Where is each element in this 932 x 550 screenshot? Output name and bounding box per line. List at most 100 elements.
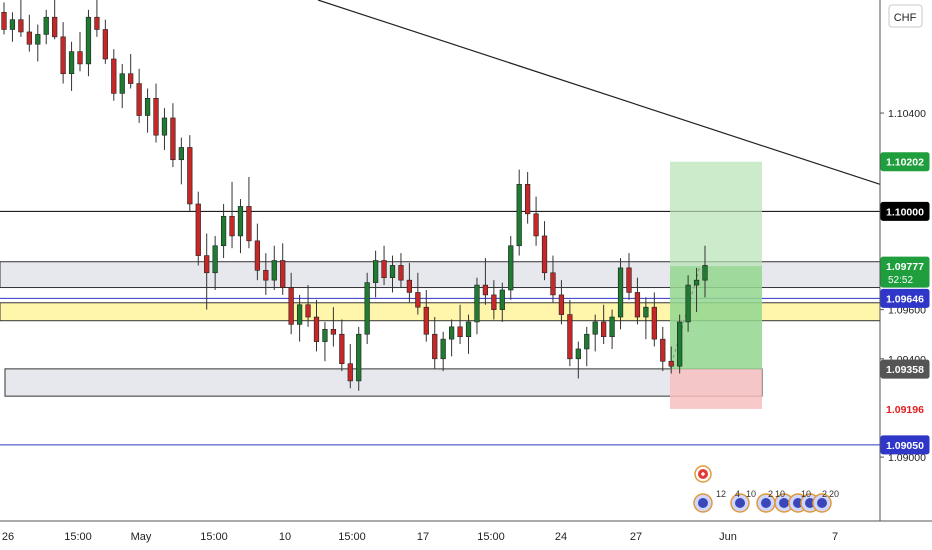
candle[interactable] bbox=[474, 277, 480, 335]
candle[interactable] bbox=[60, 22, 66, 84]
candle[interactable] bbox=[229, 181, 235, 249]
candle[interactable] bbox=[643, 297, 649, 340]
currency-box[interactable] bbox=[888, 4, 923, 28]
candle[interactable] bbox=[26, 14, 32, 52]
candle[interactable] bbox=[18, 0, 24, 37]
candle[interactable] bbox=[254, 223, 260, 281]
candle[interactable] bbox=[516, 169, 522, 256]
candle[interactable] bbox=[296, 294, 303, 342]
candle[interactable] bbox=[601, 304, 607, 345]
candle[interactable] bbox=[685, 275, 691, 332]
candle[interactable] bbox=[280, 243, 286, 295]
candle[interactable] bbox=[305, 285, 311, 327]
candle[interactable] bbox=[592, 314, 598, 352]
candle[interactable] bbox=[465, 314, 472, 354]
candle[interactable] bbox=[77, 31, 83, 72]
candle[interactable] bbox=[170, 103, 176, 168]
candle[interactable] bbox=[356, 326, 362, 391]
price-tag-blue-level-upper[interactable]: 1.09646 bbox=[880, 288, 930, 308]
candle[interactable] bbox=[35, 24, 41, 62]
candle[interactable] bbox=[128, 54, 134, 89]
candle[interactable] bbox=[313, 299, 320, 352]
candle[interactable] bbox=[246, 176, 252, 249]
candle[interactable] bbox=[364, 272, 370, 345]
candle[interactable] bbox=[52, 0, 58, 40]
candle[interactable] bbox=[178, 137, 184, 185]
candle[interactable] bbox=[68, 41, 75, 91]
candle[interactable] bbox=[626, 253, 632, 300]
candle[interactable] bbox=[212, 235, 218, 290]
candle[interactable] bbox=[153, 83, 159, 143]
price-tag-last-price[interactable]: 1.09777 52:52 bbox=[880, 256, 930, 288]
candle[interactable] bbox=[693, 267, 700, 313]
candle[interactable] bbox=[119, 63, 125, 109]
candle[interactable] bbox=[237, 199, 244, 254]
candle[interactable] bbox=[406, 262, 413, 303]
candle[interactable] bbox=[136, 68, 142, 123]
candle[interactable] bbox=[381, 245, 387, 286]
candle[interactable] bbox=[558, 280, 565, 325]
candle[interactable] bbox=[195, 191, 201, 266]
stop-zone[interactable] bbox=[670, 369, 762, 409]
candle[interactable] bbox=[457, 304, 463, 345]
candle[interactable] bbox=[440, 331, 446, 372]
candle[interactable] bbox=[322, 321, 328, 362]
candle[interactable] bbox=[651, 292, 657, 347]
candle[interactable] bbox=[567, 299, 573, 367]
time-axis[interactable] bbox=[0, 521, 880, 550]
event-flag[interactable] bbox=[693, 493, 713, 513]
candle[interactable] bbox=[220, 203, 227, 259]
event-flag[interactable] bbox=[774, 493, 794, 513]
candle[interactable] bbox=[491, 280, 497, 320]
price-tag-stop-loss[interactable]: 1.09196 bbox=[880, 399, 930, 419]
candle[interactable] bbox=[111, 49, 117, 101]
candle[interactable] bbox=[102, 19, 108, 64]
event-flag[interactable] bbox=[756, 493, 776, 513]
candle[interactable] bbox=[9, 12, 16, 42]
alert-marker[interactable] bbox=[694, 465, 712, 483]
candle[interactable] bbox=[372, 250, 379, 298]
event-flag[interactable] bbox=[730, 493, 750, 513]
candle[interactable] bbox=[617, 258, 624, 330]
price-tag-take-profit[interactable]: 1.10202 bbox=[880, 152, 930, 172]
candle[interactable] bbox=[288, 272, 294, 335]
candle[interactable] bbox=[634, 277, 641, 325]
candle[interactable] bbox=[204, 233, 210, 310]
candle[interactable] bbox=[575, 341, 581, 379]
candle[interactable] bbox=[482, 258, 489, 305]
candle[interactable] bbox=[677, 314, 683, 374]
candle[interactable] bbox=[525, 172, 531, 224]
candle[interactable] bbox=[432, 317, 438, 369]
event-flag[interactable] bbox=[812, 493, 832, 513]
candle[interactable] bbox=[541, 221, 548, 281]
candle[interactable] bbox=[85, 9, 92, 77]
price-tag-round-level[interactable]: 1.10000 bbox=[880, 201, 930, 221]
grey-support-zone[interactable] bbox=[4, 368, 763, 397]
candle[interactable] bbox=[187, 135, 193, 212]
candle[interactable] bbox=[347, 344, 353, 389]
candle[interactable] bbox=[584, 326, 590, 367]
candle[interactable] bbox=[499, 282, 505, 322]
candle[interactable] bbox=[1, 2, 7, 35]
candle[interactable] bbox=[609, 309, 615, 349]
candle[interactable] bbox=[668, 346, 674, 374]
candle[interactable] bbox=[533, 196, 539, 246]
candle[interactable] bbox=[43, 9, 49, 45]
trendline[interactable] bbox=[317, 0, 881, 185]
candle[interactable] bbox=[702, 245, 708, 298]
candle[interactable] bbox=[144, 88, 151, 133]
candle[interactable] bbox=[161, 108, 168, 150]
candle[interactable] bbox=[415, 272, 421, 315]
candle[interactable] bbox=[271, 245, 277, 290]
candle[interactable] bbox=[449, 319, 455, 357]
candle[interactable] bbox=[330, 307, 337, 347]
price-tag-entry[interactable]: 1.09358 bbox=[880, 359, 930, 379]
candle[interactable] bbox=[263, 253, 269, 295]
candle[interactable] bbox=[660, 326, 666, 372]
candle[interactable] bbox=[339, 319, 345, 372]
candle[interactable] bbox=[550, 255, 556, 303]
candle[interactable] bbox=[423, 289, 429, 342]
candle[interactable] bbox=[508, 235, 514, 300]
